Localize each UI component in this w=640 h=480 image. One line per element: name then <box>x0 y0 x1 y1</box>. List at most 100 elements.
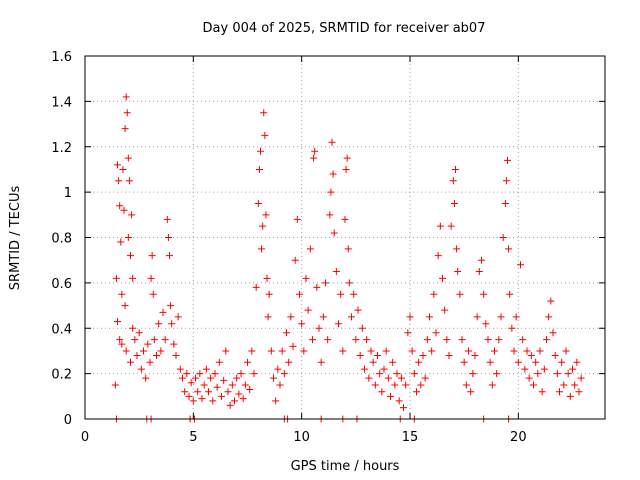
data-point <box>449 177 457 185</box>
data-point <box>326 211 334 219</box>
data-point <box>491 347 498 355</box>
data-point <box>116 336 124 344</box>
data-point <box>263 274 271 282</box>
data-point <box>450 199 458 207</box>
data-point <box>504 156 511 164</box>
data-point <box>202 365 210 373</box>
data-point <box>378 388 386 396</box>
data-point <box>209 397 217 405</box>
data-point <box>458 336 466 344</box>
data-point <box>121 125 129 133</box>
data-point <box>356 351 364 359</box>
data-point <box>530 381 537 389</box>
data-point <box>127 252 134 260</box>
data-point <box>577 374 585 382</box>
y-tick-label: 1.4 <box>51 95 72 110</box>
data-point <box>517 261 524 269</box>
data-point <box>261 131 269 139</box>
data-point <box>166 252 173 260</box>
data-point <box>350 290 358 298</box>
data-point <box>475 268 483 276</box>
data-point <box>121 302 129 310</box>
data-point <box>211 370 219 378</box>
data-point <box>519 336 527 344</box>
data-point <box>220 376 228 384</box>
data-point <box>397 374 405 382</box>
data-point <box>344 245 352 253</box>
y-tick-label: 0 <box>64 413 72 428</box>
data-point <box>343 154 351 162</box>
data-point <box>159 308 167 316</box>
data-point <box>274 365 282 373</box>
data-point <box>413 388 420 396</box>
data-point <box>478 256 485 264</box>
data-point <box>254 199 262 207</box>
data-point <box>291 256 299 264</box>
data-point <box>534 370 542 378</box>
data-point <box>547 297 555 305</box>
data-point <box>270 374 277 382</box>
data-point <box>125 177 133 185</box>
data-point <box>571 381 579 389</box>
data-point <box>296 290 303 298</box>
data-point <box>395 397 403 405</box>
data-point <box>127 358 134 366</box>
data-point <box>194 388 202 396</box>
data-point <box>174 313 182 321</box>
data-point <box>116 202 124 210</box>
data-point <box>322 279 329 287</box>
data-point <box>233 374 241 382</box>
data-point <box>117 238 125 246</box>
data-point <box>337 290 345 298</box>
x-tick-label: 5 <box>189 430 197 445</box>
data-point <box>168 320 176 328</box>
data-point <box>348 313 355 321</box>
data-point <box>426 313 433 321</box>
data-point <box>521 365 529 373</box>
data-point <box>239 395 247 403</box>
data-point <box>167 302 175 310</box>
data-point <box>387 392 394 400</box>
data-point <box>218 392 225 400</box>
data-point <box>298 320 306 328</box>
data-point <box>114 317 121 325</box>
data-point <box>391 381 399 389</box>
data-point <box>443 336 451 344</box>
data-point <box>246 386 254 394</box>
data-point <box>421 374 429 382</box>
data-point <box>454 268 462 276</box>
data-point <box>164 234 172 241</box>
data-point <box>523 347 531 355</box>
data-point <box>428 347 436 355</box>
data-point <box>410 370 418 378</box>
data-point <box>122 93 130 101</box>
data-point <box>213 383 221 391</box>
data-point <box>527 351 535 359</box>
data-point <box>332 268 340 276</box>
data-point <box>363 336 371 344</box>
data-point <box>241 381 249 389</box>
data-point <box>137 365 145 373</box>
data-point <box>369 358 377 366</box>
data-point <box>179 374 186 382</box>
data-point <box>501 199 509 207</box>
data-point <box>192 374 199 382</box>
data-point <box>502 177 510 185</box>
data-point <box>300 347 308 355</box>
data-point <box>506 290 514 298</box>
data-point <box>114 161 121 169</box>
data-points <box>111 93 585 423</box>
data-point <box>260 109 268 117</box>
x-tick-label: 0 <box>81 430 89 445</box>
data-point <box>276 381 284 389</box>
data-point <box>157 347 165 355</box>
data-point <box>469 370 477 378</box>
data-point <box>473 313 481 321</box>
data-point <box>488 381 496 389</box>
data-point <box>265 290 273 298</box>
data-point <box>512 313 520 321</box>
data-point <box>135 329 143 337</box>
data-point <box>131 336 139 344</box>
data-point <box>467 388 475 396</box>
data-point <box>505 245 513 253</box>
